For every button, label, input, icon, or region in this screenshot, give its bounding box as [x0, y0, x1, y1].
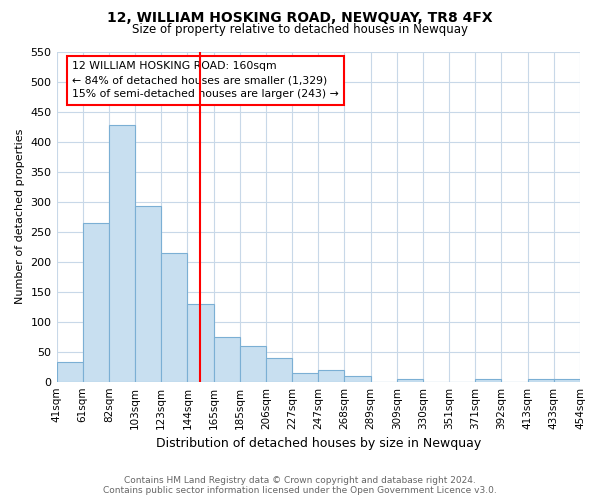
Bar — [161, 253, 187, 382]
Text: 12 WILLIAM HOSKING ROAD: 160sqm
← 84% of detached houses are smaller (1,329)
15%: 12 WILLIAM HOSKING ROAD: 160sqm ← 84% of… — [72, 62, 339, 100]
Bar — [475, 380, 502, 382]
Bar — [135, 206, 161, 382]
Bar — [109, 124, 135, 382]
Bar — [397, 378, 423, 382]
Bar — [344, 376, 371, 382]
Y-axis label: Number of detached properties: Number of detached properties — [15, 129, 25, 304]
Bar — [240, 346, 266, 382]
Bar — [187, 304, 214, 382]
Bar — [554, 378, 580, 382]
Bar — [56, 362, 83, 382]
Bar — [292, 374, 318, 382]
Bar — [214, 336, 240, 382]
Bar — [83, 222, 109, 382]
Bar — [318, 370, 344, 382]
Text: Contains HM Land Registry data © Crown copyright and database right 2024.
Contai: Contains HM Land Registry data © Crown c… — [103, 476, 497, 495]
Bar — [266, 358, 292, 382]
Bar — [527, 378, 554, 382]
X-axis label: Distribution of detached houses by size in Newquay: Distribution of detached houses by size … — [155, 437, 481, 450]
Text: Size of property relative to detached houses in Newquay: Size of property relative to detached ho… — [132, 22, 468, 36]
Text: 12, WILLIAM HOSKING ROAD, NEWQUAY, TR8 4FX: 12, WILLIAM HOSKING ROAD, NEWQUAY, TR8 4… — [107, 11, 493, 25]
